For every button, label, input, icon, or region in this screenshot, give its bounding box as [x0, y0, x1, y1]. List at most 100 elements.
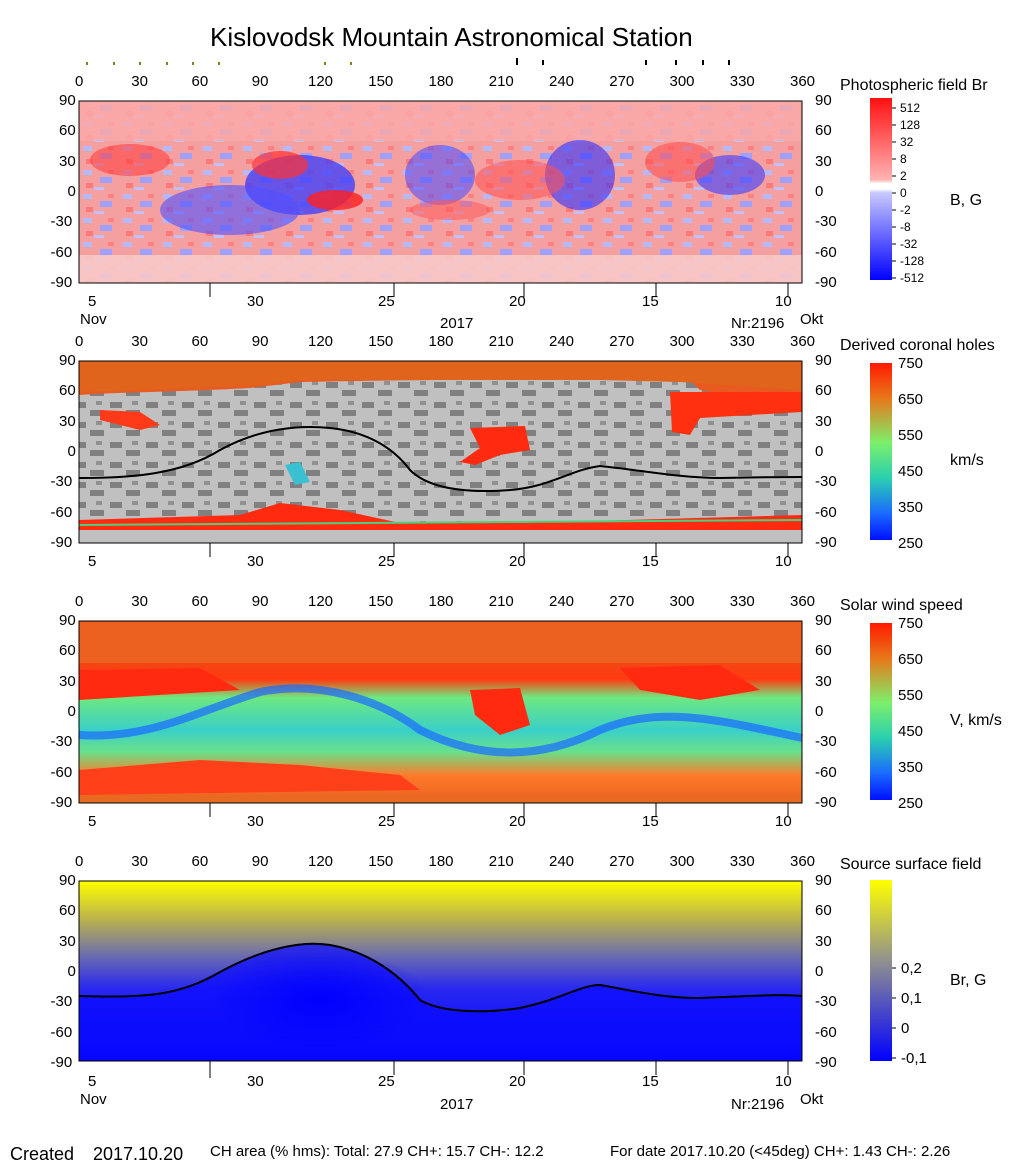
latitude-tick-label-left: -90	[50, 534, 73, 551]
latitude-tick-label-left: -60	[50, 1023, 73, 1041]
longitude-tick-label: 90	[251, 73, 269, 90]
longitude-tick-label: 150	[368, 73, 394, 90]
latitude-tick-label-right: 60	[815, 122, 832, 140]
latitude-tick-label-left: -30	[50, 733, 73, 751]
longitude-tick-label: 0	[75, 73, 84, 90]
neutral-line-coronal	[78, 426, 803, 492]
longitude-tick-label: 330	[729, 593, 755, 610]
date-tick-label: 20	[509, 1073, 526, 1090]
colorbar-tick-label: 250	[898, 535, 924, 552]
longitude-tick-label: 330	[729, 853, 755, 870]
for-date-summary: For date 2017.10.20 (<45deg) CH+: 1.43 C…	[610, 1143, 951, 1160]
month-right-label-bottom: Okt	[800, 1091, 824, 1108]
ch-area-summary: CH area (% hms): Total: 27.9 CH+: 15.7 C…	[210, 1143, 544, 1160]
colorbar-tick-label: 0	[900, 186, 907, 200]
date-tick-label: 10	[775, 813, 792, 830]
date-tick-label: 5	[88, 813, 97, 830]
longitude-tick-label: 270	[609, 333, 635, 350]
longitude-tick-label: 300	[669, 593, 695, 610]
latitude-tick-label-right: 90	[815, 92, 832, 109]
date-axis-ticks	[79, 282, 802, 1078]
longitude-tick-label: 0	[75, 333, 84, 350]
latitude-tick-label-right: -90	[815, 1054, 837, 1071]
longitude-tick-label: 60	[191, 853, 209, 870]
colorbar-tick-label: 550	[898, 687, 924, 704]
longitude-tick-label: 90	[251, 853, 269, 870]
latitude-tick-label-right: -30	[815, 473, 837, 491]
colorbar-tick-label: -0,1	[901, 1050, 927, 1067]
longitude-tick-label: 120	[308, 333, 334, 350]
colorbar-tick-label: -2	[900, 203, 911, 217]
colorbar-tick-label: 0,1	[901, 990, 922, 1007]
longitude-tick-label: 240	[549, 853, 575, 870]
month-left-label-bottom: Nov	[80, 1091, 107, 1108]
longitude-tick-label: 30	[131, 333, 148, 350]
longitude-tick-label: 60	[191, 593, 209, 610]
latitude-tick-label-right: -60	[815, 243, 837, 261]
latitude-tick-label-right: -60	[815, 763, 837, 781]
date-tick-label: 30	[247, 813, 264, 830]
panel-label-solar-wind: Solar wind speed	[840, 597, 963, 614]
date-tick-label: 15	[642, 813, 659, 830]
date-tick-label: 30	[247, 553, 264, 570]
longitude-tick-label: 90	[251, 333, 269, 350]
longitude-tick-label: 0	[75, 853, 84, 870]
latitude-tick-label-right: -90	[815, 794, 837, 811]
date-tick-label: 25	[378, 293, 395, 310]
latitude-tick-label-left: 60	[59, 382, 76, 400]
longitude-tick-label: 120	[308, 853, 334, 870]
latitude-tick-label-right: -90	[815, 274, 837, 291]
date-tick-label: 30	[247, 293, 264, 310]
longitude-tick-label: 30	[131, 853, 148, 870]
date-tick-label: 15	[642, 553, 659, 570]
longitude-tick-label: 150	[368, 593, 394, 610]
longitude-tick-label: 180	[428, 73, 454, 90]
colorbar-tick-label: 8	[900, 152, 907, 166]
panel-label-photospheric: Photospheric field Br	[840, 77, 988, 94]
latitude-tick-label-left: 0	[67, 183, 76, 200]
latitude-tick-label-left: 30	[59, 412, 76, 430]
latitude-tick-label-left: -90	[50, 274, 73, 291]
latitude-tick-label-left: -90	[50, 794, 73, 811]
unit-label-solar-wind: V, km/s	[950, 712, 1002, 729]
date-tick-label: 5	[88, 1073, 97, 1090]
colorbar-tick-label: -128	[900, 254, 925, 268]
latitude-tick-label-right: -30	[815, 213, 837, 231]
date-tick-label: 20	[509, 553, 526, 570]
colorbar-source-surface	[870, 880, 892, 1061]
latitude-tick-label-left: -60	[50, 763, 73, 781]
unit-label-coronal-holes: km/s	[950, 452, 984, 469]
rotation-label-bottom: Nr:2196	[731, 1096, 785, 1113]
colorbar-tick-label: 650	[898, 651, 924, 668]
latitude-tick-label-left: -60	[50, 243, 73, 261]
latitude-tick-label-right: 60	[815, 382, 832, 400]
longitude-tick-label: 120	[308, 73, 334, 90]
date-tick-label: 25	[378, 813, 395, 830]
longitude-tick-label: 0	[75, 593, 84, 610]
colorbar-tick-label: 128	[900, 118, 921, 132]
longitude-tick-label: 120	[308, 593, 334, 610]
latitude-tick-label-left: 60	[59, 122, 76, 140]
latitude-tick-label-right: -60	[815, 503, 837, 521]
latitude-tick-label-right: 30	[815, 412, 832, 430]
longitude-tick-label: 60	[191, 73, 209, 90]
colorbar-tick-label: 550	[898, 427, 924, 444]
colorbar-tick-label: 450	[898, 723, 924, 740]
longitude-tick-label: 30	[131, 593, 148, 610]
longitude-tick-label: 150	[368, 333, 394, 350]
longitude-tick-label: 210	[488, 333, 514, 350]
colorbar-coronal-holes	[870, 363, 892, 540]
unit-label-photospheric: B, G	[950, 192, 983, 209]
month-right-label: Okt	[800, 311, 824, 328]
created-label: Created	[10, 1144, 75, 1164]
latitude-tick-label-left: 90	[59, 872, 76, 889]
latitude-tick-label-right: 90	[815, 872, 832, 889]
colorbar-tick-label: 250	[898, 795, 924, 812]
figure-title: Kislovodsk Mountain Astronomical Station	[210, 22, 693, 52]
latitude-tick-label-right: -60	[815, 1023, 837, 1041]
latitude-tick-label-right: 0	[815, 443, 824, 460]
year-label-bottom: 2017	[440, 1096, 474, 1113]
latitude-tick-label-right: -90	[815, 534, 837, 551]
date-tick-label: 20	[509, 293, 526, 310]
